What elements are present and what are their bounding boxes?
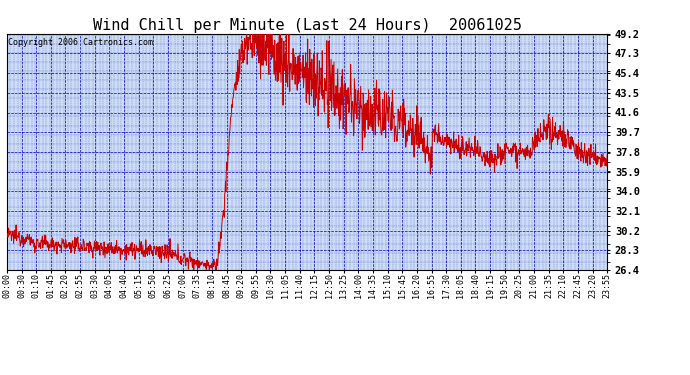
Text: Copyright 2006 Cartronics.com: Copyright 2006 Cartronics.com <box>8 39 153 48</box>
Title: Wind Chill per Minute (Last 24 Hours)  20061025: Wind Chill per Minute (Last 24 Hours) 20… <box>92 18 522 33</box>
